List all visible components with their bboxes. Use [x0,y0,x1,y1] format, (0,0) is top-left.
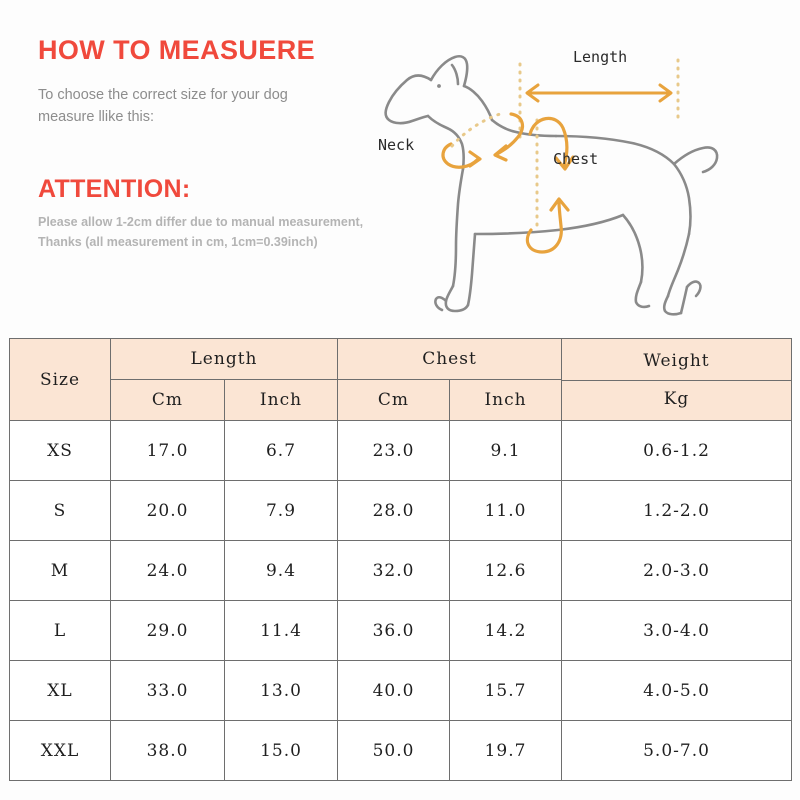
header-length-inch: Inch [224,379,338,421]
header-length-cm: Cm [110,379,225,421]
label-neck: Neck [378,136,414,154]
page-title: HOW TO MEASUERE [38,35,316,65]
page-subtitle: To choose the correct size for your dog … [38,86,288,126]
table-head: Size Length Chest Weight Kg Cm Inch Cm In… [9,338,793,421]
cell-chest-cm: 23.0 [337,420,450,481]
cell-length-cm: 33.0 [110,660,225,721]
chest-arrow-bottom-icon [525,197,570,254]
dog-outline-icon [384,54,719,316]
cell-chest-cm: 40.0 [337,660,450,721]
cell-length-cm: 20.0 [110,480,225,541]
cell-size: L [9,600,111,661]
cell-length-inch: 6.7 [224,420,338,481]
cell-length-cm: 24.0 [110,540,225,601]
cell-chest-inch: 11.0 [448,480,563,541]
header-chest: Chest [336,338,563,380]
cell-length-inch: 9.4 [224,540,338,601]
attention-line-2: Thanks (all measurement in cm, 1cm=0.39i… [38,235,318,250]
cell-size: XXL [9,720,111,781]
chest-arrow-top-icon [528,116,575,171]
table-row: XS 17.0 6.7 23.0 9.1 0.6-1.2 [9,420,793,481]
cell-length-inch: 11.4 [224,600,338,661]
table-body: XS 17.0 6.7 23.0 9.1 0.6-1.2 S 20.0 7.9 … [9,420,793,781]
table-row: XXL 38.0 15.0 50.0 19.7 5.0-7.0 [9,720,793,781]
cell-chest-cm: 28.0 [337,480,450,541]
cell-weight-kg: 0.6-1.2 [561,420,793,481]
table-header-group-row: Size Length Chest Weight Kg [9,338,793,421]
table-row: XL 33.0 13.0 40.0 15.7 4.0-5.0 [9,660,793,721]
cell-length-cm: 29.0 [110,600,225,661]
cell-weight-kg: 4.0-5.0 [561,660,793,721]
cell-weight-kg: 5.0-7.0 [561,720,793,781]
attention-title: ATTENTION: [38,174,191,203]
header-weight-label: Weight [643,350,710,371]
cell-size: XL [9,660,111,721]
cell-chest-cm: 50.0 [337,720,450,781]
cell-chest-inch: 14.2 [448,600,563,661]
dog-measurement-illustration: Neck Length Chest [360,24,800,334]
cell-chest-cm: 36.0 [337,600,450,661]
table-header-unit-row: Cm Inch Cm Inch [10,379,792,421]
cell-chest-cm: 32.0 [337,540,450,601]
header-chest-inch: Inch [448,379,563,421]
table-row: L 29.0 11.4 36.0 14.2 3.0-4.0 [9,600,793,661]
cell-chest-inch: 19.7 [448,720,563,781]
measure-guide-lines [518,58,680,229]
cell-length-inch: 7.9 [224,480,338,541]
size-chart-table-container: Size Length Chest Weight Kg Cm Inch Cm In… [9,338,793,781]
intro-text-block: HOW TO MEASUERE To choose the correct si… [38,35,388,253]
header-weight-divider [562,379,792,381]
attention-line-1: Please allow 1-2cm differ due to manual … [38,214,364,229]
cell-weight-kg: 3.0-4.0 [561,600,793,661]
table-row: M 24.0 9.4 32.0 12.6 2.0-3.0 [9,540,793,601]
size-chart-table: Size Length Chest Weight Kg Cm Inch Cm In… [9,338,793,781]
cell-chest-inch: 9.1 [448,420,563,481]
label-length: Length [573,48,627,66]
cell-size: S [9,480,111,541]
cell-weight-kg: 2.0-3.0 [561,540,793,601]
label-chest: Chest [553,150,598,168]
cell-length-cm: 17.0 [110,420,225,481]
table-row: S 20.0 7.9 28.0 11.0 1.2-2.0 [9,480,793,541]
header-length: Length [110,338,338,380]
shoulder-arrow-icon [493,112,525,162]
cell-weight-kg: 1.2-2.0 [561,480,793,541]
header-weight: Weight Kg [561,338,793,421]
cell-size: XS [9,420,111,481]
cell-length-cm: 38.0 [110,720,225,781]
cell-length-inch: 15.0 [224,720,338,781]
length-arrow-icon [525,83,673,103]
header-size: Size [9,338,111,421]
neck-arrow-icon [441,142,482,169]
cell-length-inch: 13.0 [224,660,338,721]
cell-size: M [9,540,111,601]
cell-chest-inch: 15.7 [448,660,563,721]
header-weight-kg: Kg [663,388,690,409]
cell-chest-inch: 12.6 [448,540,563,601]
header-chest-cm: Cm [337,379,450,421]
